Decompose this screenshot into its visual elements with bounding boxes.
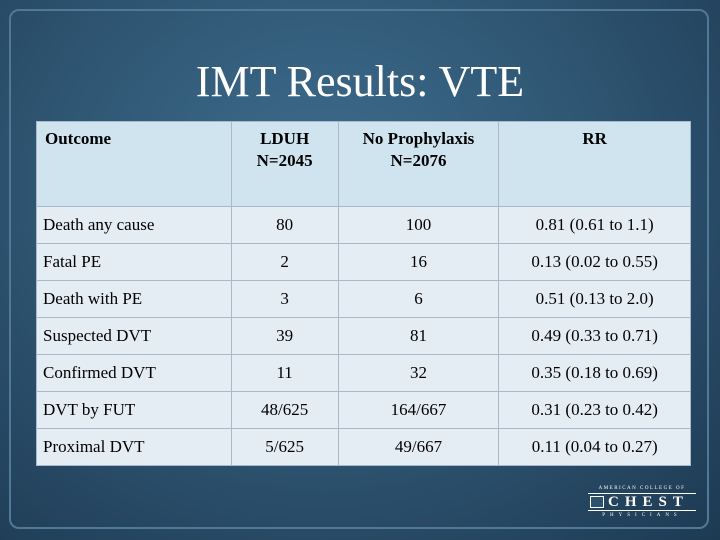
cell-no-prophylaxis: 6 xyxy=(337,280,500,318)
cell-lduh: 5/625 xyxy=(230,428,339,466)
logo-bottom-text: PHYSICIANS xyxy=(602,513,682,518)
header-no-prophylaxis-n: N=2076 xyxy=(390,151,447,170)
cell-rr: 0.51 (0.13 to 2.0) xyxy=(498,280,691,318)
cell-no-prophylaxis: 81 xyxy=(337,317,500,355)
slide-title: IMT Results: VTE xyxy=(195,57,525,106)
header-lduh: LDUH N=2045 xyxy=(230,121,339,207)
table-row: Death with PE 3 6 0.51 (0.13 to 2.0) xyxy=(36,280,691,318)
cell-outcome: Proximal DVT xyxy=(36,428,232,466)
table-row: Proximal DVT 5/625 49/667 0.11 (0.04 to … xyxy=(36,428,691,466)
cell-outcome: Confirmed DVT xyxy=(36,354,232,392)
cell-rr: 0.81 (0.61 to 1.1) xyxy=(498,206,691,244)
cell-rr: 0.35 (0.18 to 0.69) xyxy=(498,354,691,392)
cell-no-prophylaxis: 49/667 xyxy=(337,428,500,466)
slide-frame xyxy=(9,9,709,529)
header-row: Outcome LDUH N=2045 No Prophylaxis N=207… xyxy=(36,121,691,207)
cell-rr: 0.49 (0.33 to 0.71) xyxy=(498,317,691,355)
cell-lduh: 11 xyxy=(230,354,339,392)
cell-lduh: 80 xyxy=(230,206,339,244)
header-lduh-name: LDUH xyxy=(260,129,310,148)
cell-outcome: Suspected DVT xyxy=(36,317,232,355)
cell-no-prophylaxis: 16 xyxy=(337,243,500,281)
table-row: DVT by FUT 48/625 164/667 0.31 (0.23 to … xyxy=(36,391,691,429)
logo-band: CHEST xyxy=(588,493,696,511)
cell-rr: 0.11 (0.04 to 0.27) xyxy=(498,428,691,466)
logo-top-text: AMERICAN COLLEGE OF xyxy=(598,486,686,491)
cell-no-prophylaxis: 32 xyxy=(337,354,500,392)
cell-no-prophylaxis: 100 xyxy=(337,206,500,244)
cell-rr: 0.13 (0.02 to 0.55) xyxy=(498,243,691,281)
table-row: Fatal PE 2 16 0.13 (0.02 to 0.55) xyxy=(36,243,691,281)
cell-lduh: 48/625 xyxy=(230,391,339,429)
header-outcome: Outcome xyxy=(36,121,232,207)
cell-lduh: 39 xyxy=(230,317,339,355)
cell-outcome: Death with PE xyxy=(36,280,232,318)
header-rr: RR xyxy=(498,121,691,207)
header-no-prophylaxis: No Prophylaxis N=2076 xyxy=(337,121,500,207)
cell-no-prophylaxis: 164/667 xyxy=(337,391,500,429)
cell-outcome: Death any cause xyxy=(36,206,232,244)
cell-outcome: DVT by FUT xyxy=(36,391,232,429)
table-row: Death any cause 80 100 0.81 (0.61 to 1.1… xyxy=(36,206,691,244)
table-row: Confirmed DVT 11 32 0.35 (0.18 to 0.69) xyxy=(36,354,691,392)
cell-rr: 0.31 (0.23 to 0.42) xyxy=(498,391,691,429)
cell-outcome: Fatal PE xyxy=(36,243,232,281)
header-no-prophylaxis-name: No Prophylaxis xyxy=(362,129,475,148)
seal-icon xyxy=(590,496,604,508)
header-lduh-n: N=2045 xyxy=(256,151,313,170)
table-body: Death any cause 80 100 0.81 (0.61 to 1.1… xyxy=(36,206,691,466)
table-header: Outcome LDUH N=2045 No Prophylaxis N=207… xyxy=(36,121,691,207)
results-table: Outcome LDUH N=2045 No Prophylaxis N=207… xyxy=(36,121,691,466)
table-row: Suspected DVT 39 81 0.49 (0.33 to 0.71) xyxy=(36,317,691,355)
chest-logo: AMERICAN COLLEGE OF CHEST PHYSICIANS xyxy=(588,486,696,520)
cell-lduh: 3 xyxy=(230,280,339,318)
logo-main-text: CHEST xyxy=(608,494,689,510)
cell-lduh: 2 xyxy=(230,243,339,281)
